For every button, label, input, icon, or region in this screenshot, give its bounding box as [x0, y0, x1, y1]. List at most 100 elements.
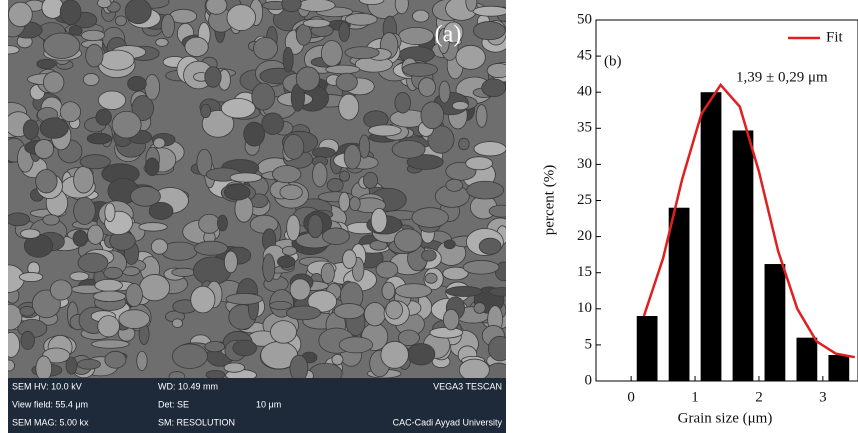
grain: [59, 101, 81, 123]
info-text: View field: 55.4 μm: [12, 399, 88, 409]
grain: [295, 66, 320, 92]
grain: [153, 137, 166, 149]
grain: [394, 0, 409, 15]
grain: [125, 283, 143, 308]
grain: [161, 13, 175, 39]
bar: [668, 207, 690, 381]
y-tick-label: 5: [585, 336, 593, 352]
info-text: SM: RESOLUTION: [158, 417, 235, 427]
sem-image: (a) SEM HV: 10.0 kV WD: 10.49 mm VEGA3 TES…: [8, 0, 506, 433]
legend-label: Fit: [826, 29, 844, 45]
grain: [289, 278, 311, 301]
grain: [87, 224, 104, 245]
y-tick-label: 35: [577, 120, 592, 136]
bar: [700, 92, 722, 381]
grain: [103, 266, 123, 280]
grain: [204, 66, 222, 88]
grain: [358, 0, 385, 5]
grain: [114, 15, 127, 27]
grain: [73, 196, 96, 225]
x-axis-label: Grain size (μm): [678, 410, 773, 426]
info-text: SEM HV: 10.0 kV WD: 10.49 mm VEGA3 TESCAN V…: [12, 381, 502, 427]
grain: [391, 140, 426, 159]
panel-label: (b): [604, 53, 622, 69]
grain: [333, 303, 365, 320]
grain: [20, 228, 41, 239]
info-text: SEM HV: 10.0 kV: [12, 381, 82, 391]
x-tick-label: 1: [691, 389, 699, 405]
grain: [69, 271, 90, 282]
grain: [243, 121, 265, 147]
grain: [194, 240, 228, 256]
grain: [127, 76, 147, 92]
bar: [732, 130, 754, 381]
grain: [97, 90, 127, 110]
grain: [82, 73, 100, 86]
grain: [442, 266, 469, 281]
info-text: WD: 10.49 mm: [158, 381, 218, 391]
grain: [418, 77, 437, 97]
grain: [39, 117, 69, 139]
info-bar: [8, 378, 506, 433]
fit-line: [642, 82, 856, 359]
grain: [312, 162, 328, 188]
grain: [229, 172, 263, 183]
grain: [85, 43, 104, 68]
grain: [397, 329, 420, 346]
grain: [150, 238, 168, 255]
info-text: 10 μm: [256, 399, 281, 409]
y-tick-label: 0: [585, 372, 593, 388]
grain: [481, 78, 506, 98]
grain: [34, 139, 55, 160]
grain: [349, 196, 361, 211]
grain: [466, 180, 505, 200]
grain: [331, 353, 344, 366]
grain: [196, 148, 213, 177]
y-tick-label: 50: [577, 11, 592, 27]
grain: [472, 21, 506, 41]
grain: [8, 359, 15, 372]
grain: [36, 58, 57, 70]
grain: [282, 46, 294, 73]
grain: [8, 45, 20, 55]
grain: [8, 303, 23, 331]
info-text: SEM MAG: 5.00 kx: [12, 417, 89, 427]
grain: [335, 72, 358, 92]
grain: [442, 308, 460, 331]
bar: [764, 264, 786, 381]
grain: [272, 165, 302, 184]
grain: [478, 237, 502, 255]
grain: [200, 103, 212, 119]
grain: [412, 9, 430, 23]
grain: [118, 309, 151, 329]
grain: [220, 98, 256, 119]
grain: [223, 184, 251, 201]
grain: [43, 71, 65, 94]
grain: [302, 18, 331, 28]
grain: [285, 305, 321, 321]
grain: [451, 101, 469, 111]
grain: [68, 25, 83, 36]
grain: [72, 229, 88, 247]
grain: [262, 253, 276, 283]
grain: [184, 36, 209, 57]
grain: [443, 239, 456, 250]
grain: [342, 249, 357, 269]
grain: [138, 222, 168, 232]
grain: [253, 36, 278, 60]
y-tick-label: 20: [577, 228, 592, 244]
grain: [281, 245, 297, 256]
grain: [458, 137, 470, 151]
grain: [411, 207, 449, 228]
y-tick-label: 30: [577, 156, 592, 172]
grain: [43, 32, 81, 59]
grain: [59, 0, 82, 26]
bar: [796, 337, 818, 381]
grain: [136, 350, 148, 371]
grain: [465, 156, 493, 171]
grain: [401, 62, 438, 77]
grain: [322, 227, 350, 245]
y-tick-label: 10: [577, 300, 592, 316]
grain: [97, 315, 120, 338]
